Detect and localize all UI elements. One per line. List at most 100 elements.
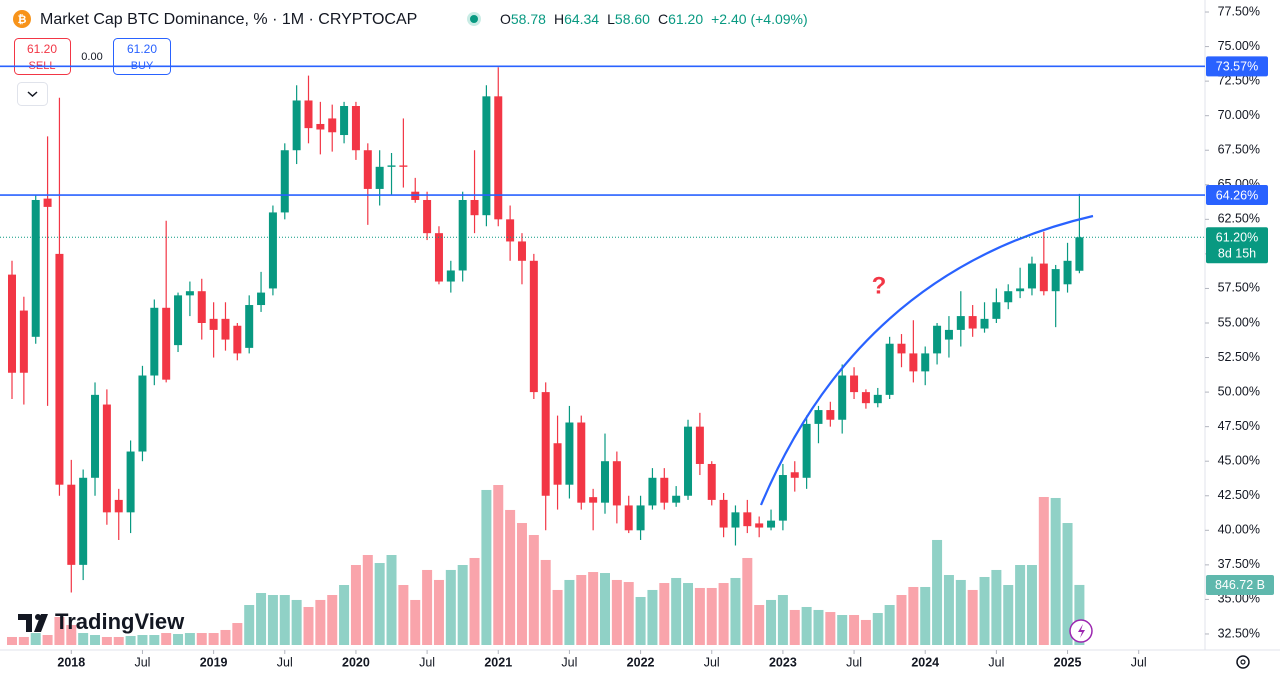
volume-bar [30, 633, 41, 645]
volume-bar [766, 599, 777, 645]
candle-body [257, 292, 266, 306]
volume-bar [481, 489, 492, 645]
legend-value: 61.20 [668, 11, 703, 27]
volume-bar [600, 573, 610, 645]
volume-bar [291, 599, 302, 645]
candle-body [802, 423, 811, 478]
x-tick-label: 2018 [57, 655, 85, 669]
volume-bar [849, 615, 860, 645]
settings-icon-center [1240, 659, 1246, 665]
candle-body [589, 497, 598, 503]
candle-body [636, 505, 645, 531]
candle-body [138, 375, 147, 452]
buy-button[interactable] [113, 38, 171, 75]
candle-body [624, 505, 633, 531]
arc-drawing [759, 214, 1094, 506]
price-tag-label: 73.57% [1216, 60, 1258, 74]
x-tick-label: 2025 [1054, 655, 1082, 669]
candle-body [767, 520, 776, 528]
volume-bar [315, 599, 326, 645]
candle-body [19, 310, 28, 373]
volume-bar [457, 565, 468, 645]
candle-body [1051, 269, 1060, 292]
y-tick-label: 57.50% [1218, 281, 1260, 295]
candle-body [102, 404, 111, 513]
volume-bar [386, 555, 397, 645]
candle-body [411, 191, 420, 200]
volume-bar [564, 579, 575, 645]
volume-bar [433, 579, 444, 645]
annotation: ? [872, 272, 887, 299]
volume-layer [7, 485, 1085, 645]
price-tag [1206, 56, 1268, 77]
volume-bar [1074, 584, 1085, 645]
x-tick-label: 2020 [342, 655, 370, 669]
candle-body [185, 291, 194, 296]
candle-body [506, 219, 515, 242]
volume-bar [1038, 496, 1049, 645]
volume-bar [279, 595, 290, 645]
volume-bar [647, 589, 658, 645]
bolt-icon [1078, 624, 1085, 638]
volume-bar [196, 633, 207, 645]
volume-bar [113, 636, 124, 645]
legend-letter: C [658, 11, 668, 27]
candle-body [340, 106, 349, 136]
legend-change: +2.40 (+4.09%) [711, 11, 808, 27]
candle-body [648, 477, 657, 506]
legend-value: 58.60 [615, 11, 650, 27]
volume-bar [623, 582, 634, 645]
volume-bar [42, 635, 53, 645]
volume-bar [18, 636, 29, 645]
volume-bar [505, 509, 516, 645]
candle-body [375, 166, 384, 189]
chart-title: Market Cap BTC Dominance, % · 1M · CRYPT… [40, 11, 417, 28]
volume-bar [493, 485, 504, 645]
volume-bar [777, 595, 788, 645]
collapse-button[interactable] [17, 82, 48, 106]
volume-bar [267, 595, 278, 645]
volume-bar [422, 569, 433, 645]
legend-letter: L [607, 11, 615, 27]
settings-icon[interactable] [1236, 655, 1250, 669]
candle-body [790, 472, 799, 478]
y-tick-label: 52.50% [1218, 350, 1260, 364]
volume-bar [184, 633, 195, 645]
volume-bar [683, 583, 694, 645]
x-tick-label: Jul [1131, 655, 1147, 669]
volume-bar [635, 596, 646, 645]
candle-body [174, 295, 183, 346]
volume-bar [955, 579, 966, 645]
y-tick-label: 35.00% [1218, 592, 1260, 606]
volume-bar [801, 606, 812, 645]
candle-body [909, 353, 918, 372]
candle-body [933, 325, 942, 354]
volume-bar [742, 557, 753, 645]
volume-bar [718, 583, 729, 645]
legend-letter: O [500, 11, 511, 27]
volume-bar [754, 605, 765, 645]
volume-tag [1206, 574, 1274, 595]
candle-body [755, 523, 764, 528]
candle-body [292, 100, 301, 151]
volume-bar [979, 576, 990, 645]
x-tick-label: Jul [704, 655, 720, 669]
volume-bar [137, 635, 148, 645]
volume-bar [516, 523, 527, 645]
candle-body [351, 106, 360, 151]
volume-bar [244, 605, 255, 645]
candle-body [55, 253, 64, 485]
candle-body [814, 410, 823, 424]
x-tick-label: 2024 [911, 655, 939, 669]
sell-button[interactable] [14, 38, 71, 75]
candle-body [660, 477, 669, 503]
candle-body [245, 305, 254, 348]
volume-bar [410, 599, 421, 645]
y-tick-label: 50.00% [1218, 384, 1260, 398]
volume-bar [528, 535, 539, 645]
candle-body [695, 426, 704, 464]
candle-body [980, 318, 989, 329]
ohlc-legend: O58.78 H64.34 L58.60 C61.20 +2.40 (+4.09%) [500, 11, 808, 27]
candle-layer [8, 67, 1084, 593]
